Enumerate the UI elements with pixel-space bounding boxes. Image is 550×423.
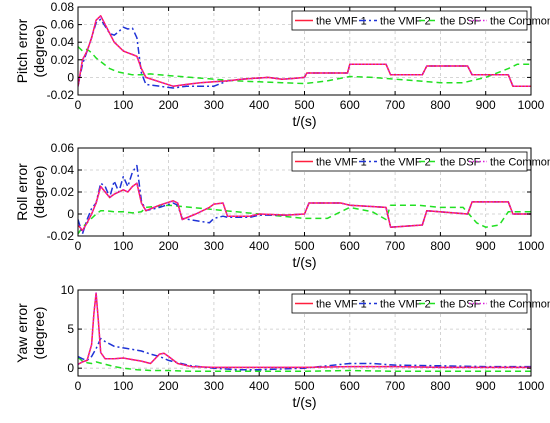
pitch-legend-label: the VMF 1 <box>316 16 367 28</box>
yaw-legend-label: the DSF <box>440 299 481 311</box>
yaw-series-group <box>78 292 531 373</box>
roll-x-tick-label: 300 <box>204 239 224 253</box>
yaw-x-tick-label: 100 <box>113 379 133 393</box>
roll-x-tick-label: 700 <box>385 239 405 253</box>
pitch-y-axis-label: Pitch error(degree) <box>14 18 47 83</box>
yaw-series-dsf-line <box>78 356 531 373</box>
pitch-x-tick-label: 200 <box>159 98 179 112</box>
roll-legend-box <box>291 151 528 172</box>
pitch-x-tick-label: 1000 <box>518 98 545 112</box>
pitch-y-tick-label: 0.02 <box>51 53 75 67</box>
yaw-x-tick-label: 300 <box>204 379 224 393</box>
yaw-legend-label: the VMF 2 <box>380 299 431 311</box>
pitch-legend-label: the Common KF <box>490 16 550 28</box>
pitch-error-panel: 0 100 200 300 400 500 600 700 800 900 1000-0.0200.… <box>14 0 550 129</box>
yaw-y-axis-label-line: (degree) <box>31 307 47 360</box>
yaw-legend: the VMF 1 the VMF 2 the DSF the Common KF <box>291 293 550 314</box>
yaw-legend-label: the VMF 1 <box>316 299 367 311</box>
roll-y-tick-label: -0.02 <box>47 229 75 243</box>
pitch-y-tick-label: 0.06 <box>51 18 75 32</box>
yaw-y-tick-label: 10 <box>61 283 75 297</box>
roll-y-tick-label: 0 <box>67 207 74 221</box>
pitch-x-tick-label: 900 <box>476 98 496 112</box>
pitch-x-tick-label: 500 <box>294 98 314 112</box>
pitch-y-tick-label: -0.02 <box>47 88 75 102</box>
pitch-x-tick-label: 600 <box>340 98 360 112</box>
roll-error-panel: 0 100 200 300 400 500 600 700 800 900 1000-0.0200.… <box>14 141 550 270</box>
roll-legend-label: the VMF 1 <box>316 157 367 169</box>
roll-x-tick-label: 600 <box>340 239 360 253</box>
pitch-x-tick-label: 800 <box>430 98 450 112</box>
pitch-x-tick-label: 0 <box>75 98 82 112</box>
pitch-legend-label: the DSF <box>440 16 481 28</box>
pitch-x-tick-label: 700 <box>385 98 405 112</box>
yaw-x-tick-label: 200 <box>159 379 179 393</box>
roll-x-tick-label: 400 <box>249 239 269 253</box>
roll-y-axis-label-line: Roll error <box>14 163 30 221</box>
roll-x-tick-label: 0 <box>75 239 82 253</box>
yaw-y-axis-label-line: Yaw error <box>14 303 30 363</box>
roll-x-tick-label: 500 <box>294 239 314 253</box>
pitch-y-tick-label: 0.04 <box>51 35 75 49</box>
yaw-y-tick-label: 0 <box>67 361 74 375</box>
roll-series-vmf2-line <box>78 164 531 235</box>
pitch-series-common-kf-line <box>78 15 531 87</box>
yaw-x-tick-label: 1000 <box>518 379 545 393</box>
yaw-error-panel: 0 100 200 300 400 500 600 700 800 900 1000 0 5 10 t/(s… <box>14 283 550 410</box>
roll-legend-label: the VMF 2 <box>380 157 431 169</box>
roll-x-tick-label: 100 <box>113 239 133 253</box>
roll-y-tick-label: 0.02 <box>51 185 75 199</box>
yaw-x-tick-label: 500 <box>294 379 314 393</box>
pitch-y-axis-label-line: (degree) <box>31 25 47 78</box>
pitch-series-group <box>78 15 531 89</box>
yaw-legend-box <box>291 293 528 314</box>
pitch-x-axis-label: t/(s) <box>292 113 316 129</box>
roll-y-axis-label-line: (degree) <box>31 166 47 219</box>
yaw-y-tick-label: 5 <box>67 322 74 336</box>
pitch-series-dsf-line <box>78 46 531 85</box>
pitch-legend: the VMF 1 the VMF 2 the DSF the Common KF <box>291 10 550 31</box>
yaw-y-axis-label: Yaw error(degree) <box>14 303 47 363</box>
pitch-y-tick-label: 0 <box>67 70 74 84</box>
pitch-legend-label: the VMF 2 <box>380 16 431 28</box>
roll-series-dsf-line <box>78 204 531 235</box>
roll-y-tick-label: 0.04 <box>51 163 75 177</box>
roll-series-group <box>78 164 531 235</box>
yaw-series-common-kf-line <box>78 292 531 369</box>
roll-series-common-kf-line <box>78 182 531 232</box>
yaw-x-tick-label: 400 <box>249 379 269 393</box>
yaw-legend-label: the Common KF <box>490 299 550 311</box>
yaw-x-tick-label: 800 <box>430 379 450 393</box>
pitch-x-tick-label: 300 <box>204 98 224 112</box>
pitch-x-tick-label: 100 <box>113 98 133 112</box>
yaw-x-tick-label: 600 <box>340 379 360 393</box>
roll-x-axis-label: t/(s) <box>292 254 316 270</box>
pitch-x-tick-label: 400 <box>249 98 269 112</box>
yaw-x-tick-label: 900 <box>476 379 496 393</box>
roll-legend-label: the DSF <box>440 157 481 169</box>
roll-y-axis-label: Roll error(degree) <box>14 163 47 221</box>
roll-y-tick-label: 0.06 <box>51 141 75 155</box>
yaw-x-tick-label: 700 <box>385 379 405 393</box>
roll-x-tick-label: 200 <box>159 239 179 253</box>
pitch-y-axis-label-line: Pitch error <box>14 18 30 83</box>
roll-legend-label: the Common KF <box>490 157 550 169</box>
yaw-x-tick-label: 0 <box>75 379 82 393</box>
pitch-legend-box <box>291 10 528 31</box>
pitch-y-tick-label: 0.08 <box>51 0 75 14</box>
roll-x-tick-label: 800 <box>430 239 450 253</box>
roll-x-tick-label: 900 <box>476 239 496 253</box>
yaw-x-axis-label: t/(s) <box>292 394 316 410</box>
yaw-series-vmf2-line <box>78 337 531 371</box>
roll-x-tick-label: 1000 <box>518 239 545 253</box>
roll-legend: the VMF 1 the VMF 2 the DSF the Common KF <box>291 151 550 172</box>
